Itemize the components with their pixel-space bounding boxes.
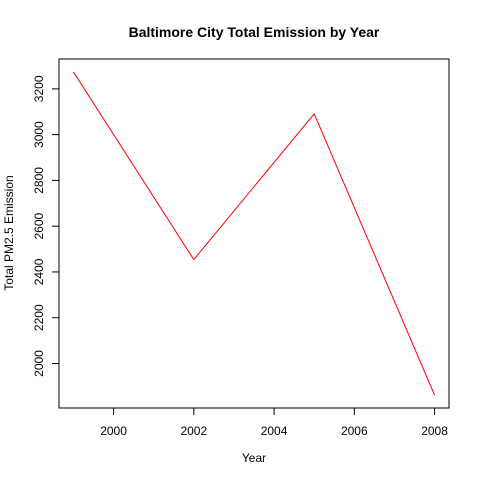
y-tick-label: 2600 <box>32 213 46 240</box>
y-tick-label: 2800 <box>32 167 46 194</box>
series-layer <box>73 71 436 396</box>
y-axis-label: Total PM2.5 Emission <box>2 175 16 290</box>
x-tick-label: 2006 <box>341 424 368 438</box>
series-line-segment <box>73 71 195 260</box>
x-tick-label: 2002 <box>180 424 207 438</box>
y-tick-label: 3000 <box>32 121 46 148</box>
series-line-segment <box>193 113 315 260</box>
y-axis: 2000 2200 2400 2600 2800 3000 3200 <box>32 75 59 377</box>
y-tick-label: 3200 <box>32 75 46 102</box>
y-tick-label: 2200 <box>32 304 46 331</box>
x-tick-label: 2000 <box>100 424 127 438</box>
series-line-segment <box>313 113 436 396</box>
chart-title: Baltimore City Total Emission by Year <box>129 24 380 40</box>
y-tick-label: 2400 <box>32 258 46 285</box>
x-tick-label: 2004 <box>261 424 288 438</box>
y-tick-label: 2000 <box>32 350 46 377</box>
x-tick-label: 2008 <box>421 424 448 438</box>
plot-frame <box>58 58 450 409</box>
x-axis: 2000 2002 2004 2006 2008 <box>100 408 448 438</box>
x-axis-label: Year <box>242 451 266 465</box>
